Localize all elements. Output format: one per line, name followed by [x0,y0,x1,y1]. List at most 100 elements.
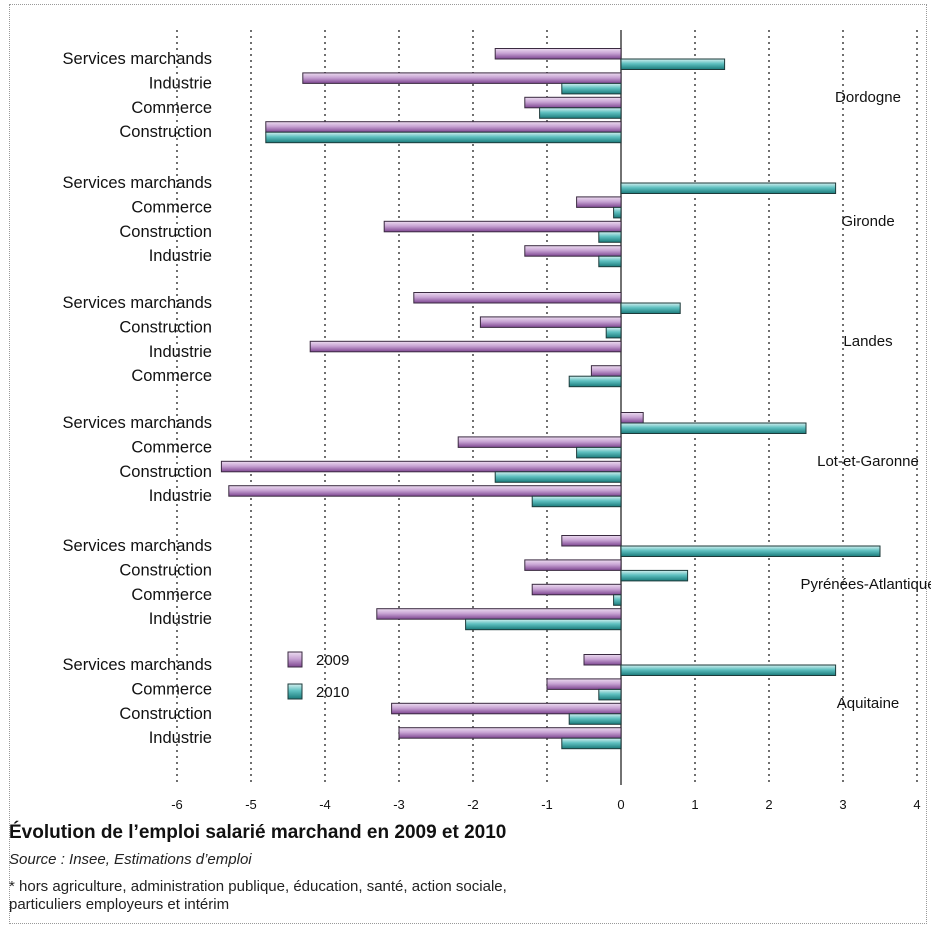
chart-note-line-1: * hors agriculture, administration publi… [9,878,507,895]
bar-2009 [413,292,622,304]
bar-2009 [265,121,622,133]
x-tick-label: 1 [691,797,698,812]
bar-2010 [620,302,681,314]
bar-2010 [598,255,622,268]
category-label: Commerce [131,680,212,698]
bar-2009 [220,460,622,473]
bar-2010 [494,471,622,483]
bar-2010 [620,58,726,70]
x-tick-label: 2 [765,797,772,812]
bar-2010 [620,569,689,582]
bar-2010 [598,231,622,243]
bar-2010 [576,446,622,459]
x-tick-label: 4 [913,797,920,812]
category-label: Industrie [149,729,212,747]
legend-label: 2010 [316,684,349,701]
bar-2010 [568,375,622,388]
bar-2009 [383,220,622,233]
legend: 2009 2010 [287,651,349,701]
x-tick-label: -3 [393,797,405,812]
bar-2010 [613,206,622,219]
bar-2010 [620,422,807,434]
category-label: Construction [119,123,212,141]
bar-2009 [583,654,622,666]
x-tick-label: -2 [467,797,479,812]
bar-2009 [302,72,622,84]
legend-label: 2009 [316,652,349,669]
bar-2009 [228,485,622,497]
bar-2010 [465,618,622,631]
region-label: Aquitaine [837,695,900,712]
bar-2009 [479,316,622,328]
x-tick-label: -5 [245,797,257,812]
region-label: Pyrénées-Atlantique [800,576,931,593]
bar-2010 [531,495,622,508]
chart-frame [9,4,927,924]
bar-chart: -6 -5 -4 -3 -2 -1 0 1 2 3 4 Services marchands Indus… [63,30,931,812]
region-label: Landes [843,333,892,350]
category-label: Construction [119,463,212,481]
category-label: Services marchands [63,414,212,432]
category-label: Services marchands [63,174,212,192]
bar-2010 [539,107,622,119]
category-label: Construction [119,318,212,336]
bar-2009 [391,702,622,715]
bar-2009 [376,608,622,620]
bar-2010 [613,594,622,606]
category-label: Construction [119,561,212,579]
bar-2009 [309,340,622,353]
category-label: Industrie [149,247,212,265]
chart-source: Source : Insee, Estimations d’emploi [9,851,252,868]
category-label: Industrie [149,610,212,628]
bar-2010 [265,131,622,144]
bar-2010 [568,713,622,725]
bar-2010 [605,326,622,339]
chart-title: Évolution de l’emploi salarié marchand e… [9,822,507,843]
bar-2009 [524,96,622,109]
bar-2009 [590,365,622,377]
category-label: Industrie [149,487,212,505]
bar-2009 [531,583,622,596]
region-label: Gironde [841,213,894,230]
bar-2010 [620,664,837,676]
category-label: Services marchands [63,537,212,555]
x-tick-label: -4 [319,797,331,812]
category-label: Services marchands [63,294,212,312]
category-label: Industrie [149,74,212,92]
labels: -6 -5 -4 -3 -2 -1 0 1 2 3 4 Services marchands Indus… [63,50,931,812]
bars [220,48,881,750]
region-label: Dordogne [835,89,901,106]
bar-2009 [457,436,622,448]
category-label: Commerce [131,438,212,456]
category-label: Industrie [149,343,212,361]
category-label: Commerce [131,367,212,385]
bar-2009 [620,412,644,424]
x-tick-label: 3 [839,797,846,812]
bar-2009 [524,559,622,571]
x-tick-label: 0 [617,797,624,812]
bar-2010 [620,545,881,557]
category-label: Construction [119,223,212,241]
category-label: Services marchands [63,50,212,68]
bar-2009 [494,48,622,60]
category-label: Services marchands [63,656,212,674]
bar-2010 [561,82,622,95]
legend-swatch-2009 [287,651,303,668]
region-label: Lot-et-Garonne [817,453,919,470]
chart-note-line-2: particuliers employeurs et intérim [9,896,230,913]
bar-2010 [561,737,622,750]
legend-swatch-2010 [287,683,303,700]
bar-2009 [561,535,622,547]
bar-2010 [598,688,622,701]
bar-2010 [620,182,837,194]
category-label: Commerce [131,198,212,216]
bar-2009 [576,196,622,208]
bar-2009 [398,727,622,739]
x-tick-label: -6 [171,797,183,812]
bar-2009 [524,245,622,257]
x-tick-label: -1 [541,797,553,812]
category-label: Construction [119,705,212,723]
bar-2009 [546,678,622,690]
category-label: Commerce [131,99,212,117]
category-label: Commerce [131,586,212,604]
